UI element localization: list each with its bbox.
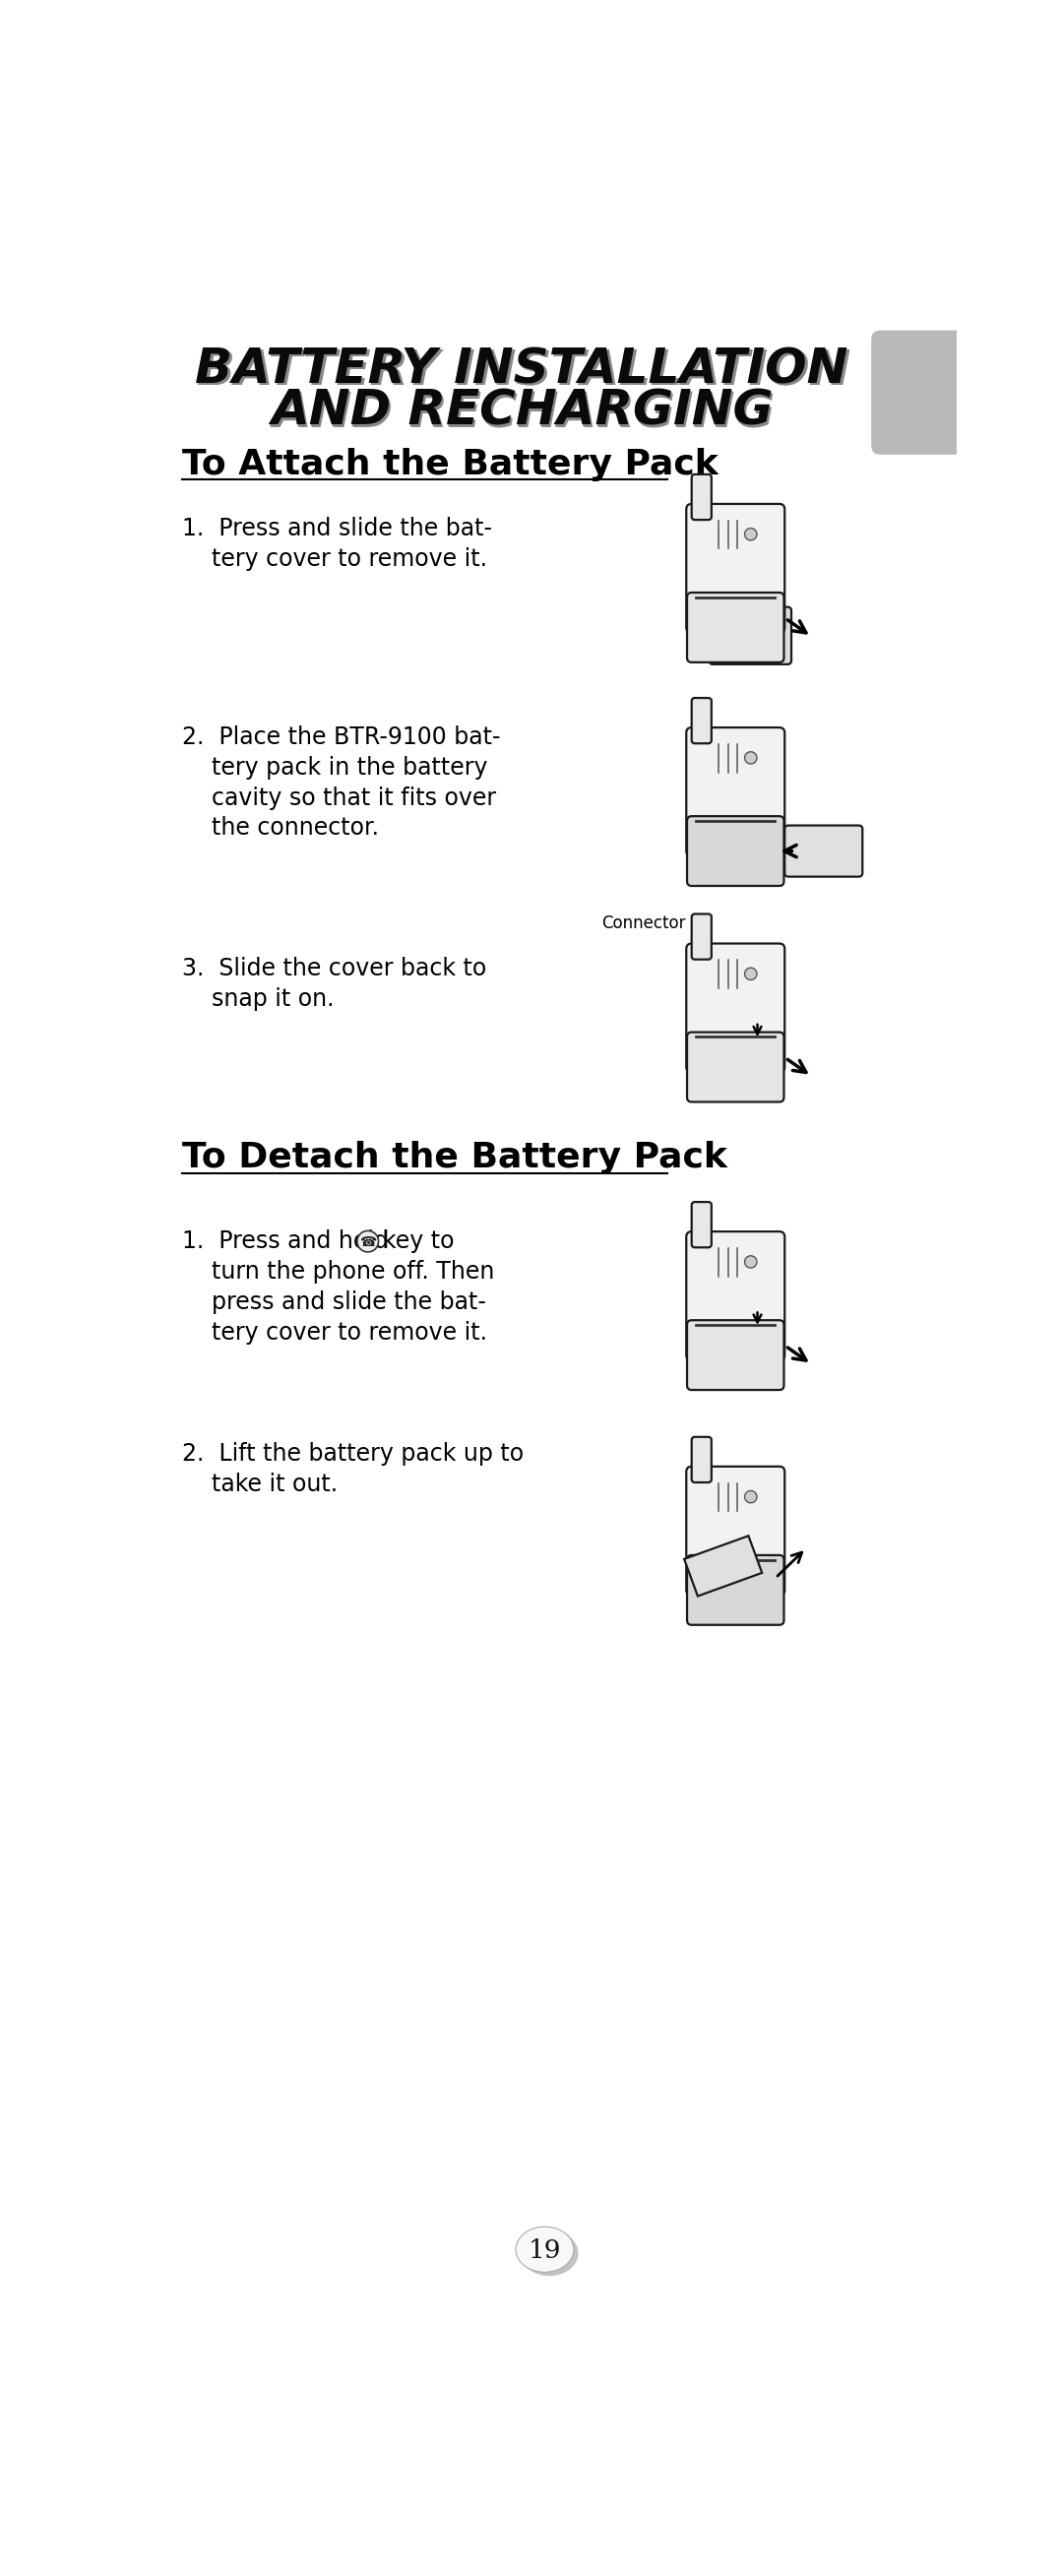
FancyBboxPatch shape — [687, 1231, 784, 1360]
Text: 2.  Place the BTR-9100 bat-: 2. Place the BTR-9100 bat- — [183, 726, 501, 750]
FancyBboxPatch shape — [687, 943, 784, 1072]
Text: 19: 19 — [528, 2239, 561, 2262]
Text: 1.  Press and slide the bat-: 1. Press and slide the bat- — [183, 518, 492, 541]
Text: AND RECHARGING: AND RECHARGING — [272, 389, 775, 435]
Text: AND RECHARGING: AND RECHARGING — [271, 389, 773, 435]
Ellipse shape — [521, 2231, 578, 2277]
FancyBboxPatch shape — [687, 1321, 783, 1391]
Text: take it out.: take it out. — [183, 1471, 338, 1497]
Text: the connector.: the connector. — [183, 817, 379, 840]
FancyBboxPatch shape — [687, 1033, 783, 1103]
FancyBboxPatch shape — [687, 592, 783, 662]
Ellipse shape — [516, 2226, 574, 2272]
Text: turn the phone off. Then: turn the phone off. Then — [183, 1260, 495, 1283]
FancyBboxPatch shape — [687, 1556, 783, 1625]
Text: BATTERY INSTALLATION: BATTERY INSTALLATION — [198, 348, 850, 397]
Text: 2.  Lift the battery pack up to: 2. Lift the battery pack up to — [183, 1443, 524, 1466]
Text: tery pack in the battery: tery pack in the battery — [183, 755, 488, 781]
FancyBboxPatch shape — [692, 1437, 711, 1481]
FancyBboxPatch shape — [692, 914, 711, 958]
Circle shape — [745, 528, 757, 541]
Text: tery cover to remove it.: tery cover to remove it. — [183, 1321, 488, 1345]
Text: cavity so that it fits over: cavity so that it fits over — [183, 786, 496, 809]
FancyBboxPatch shape — [687, 1466, 784, 1595]
Text: 3.  Slide the cover back to: 3. Slide the cover back to — [183, 956, 487, 981]
FancyBboxPatch shape — [687, 726, 784, 855]
Text: Connector: Connector — [602, 914, 686, 933]
Circle shape — [745, 1492, 757, 1502]
Circle shape — [745, 1255, 757, 1267]
Polygon shape — [685, 1535, 762, 1597]
FancyBboxPatch shape — [692, 474, 711, 520]
Text: BATTERY INSTALLATION: BATTERY INSTALLATION — [197, 348, 850, 394]
Text: 1.  Press and hold: 1. Press and hold — [183, 1229, 389, 1252]
Text: snap it on.: snap it on. — [183, 987, 335, 1010]
Text: key to: key to — [383, 1229, 455, 1252]
FancyBboxPatch shape — [692, 1203, 711, 1247]
FancyBboxPatch shape — [687, 817, 783, 886]
FancyBboxPatch shape — [687, 505, 784, 634]
Text: ☎: ☎ — [359, 1236, 376, 1249]
Circle shape — [745, 969, 757, 979]
Circle shape — [745, 752, 757, 765]
Circle shape — [357, 1231, 378, 1252]
Text: tery cover to remove it.: tery cover to remove it. — [183, 549, 488, 572]
FancyBboxPatch shape — [872, 330, 966, 453]
Text: To Detach the Battery Pack: To Detach the Battery Pack — [183, 1141, 727, 1175]
Text: BATTERY INSTALLATION: BATTERY INSTALLATION — [196, 345, 848, 394]
FancyBboxPatch shape — [709, 608, 791, 665]
Text: To Attach the Battery Pack: To Attach the Battery Pack — [183, 448, 719, 482]
FancyBboxPatch shape — [784, 824, 862, 876]
Text: AND RECHARGING: AND RECHARGING — [273, 389, 775, 438]
FancyBboxPatch shape — [692, 698, 711, 744]
Text: press and slide the bat-: press and slide the bat- — [183, 1291, 487, 1314]
